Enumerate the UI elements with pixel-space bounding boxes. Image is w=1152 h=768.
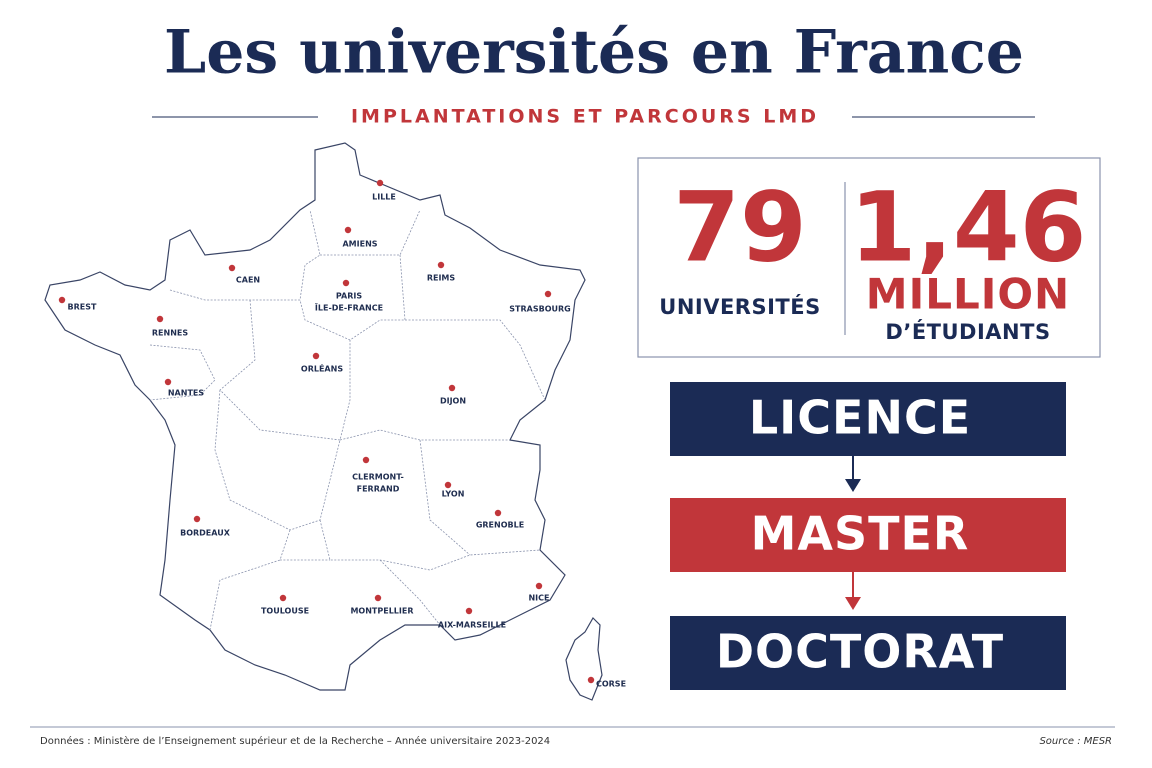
city-dot (448, 384, 456, 392)
city-dot (279, 594, 287, 602)
stat-label: MILLION (866, 270, 1070, 319)
city-label: BREST (68, 303, 97, 312)
corsica-outline (565, 617, 603, 701)
city-dot (437, 261, 445, 269)
city-label: MONTPELLIER (350, 607, 413, 616)
city-label: PARIS (336, 292, 362, 301)
lmd-step (670, 382, 1066, 456)
city-dot (587, 676, 595, 684)
city-label: AMIENS (342, 240, 377, 249)
footer-source: Source : MESR (1039, 736, 1112, 747)
stat-number: 1,46 (850, 171, 1087, 283)
lmd-step (670, 616, 1066, 690)
city-dot (228, 264, 236, 272)
city-label: NANTES (168, 389, 205, 398)
stat-label: D’ÉTUDIANTS (885, 319, 1050, 344)
city-label: BORDEAUX (180, 529, 231, 538)
city-label: ÎLE-DE-FRANCE (315, 302, 383, 313)
city-dot (342, 279, 350, 287)
city-label: DIJON (440, 397, 466, 406)
footer-credit: Données : Ministère de l’Enseignement su… (40, 735, 550, 747)
city-label: GRENOBLE (476, 521, 524, 530)
city-dot (164, 378, 172, 386)
city-dot (444, 481, 452, 489)
arrow (845, 597, 861, 610)
stat-number: 79 (673, 171, 807, 283)
city-label: FERRAND (357, 485, 400, 494)
lmd-label: MASTER (751, 507, 970, 561)
city-label: ORLÉANS (301, 363, 343, 374)
city-dot (494, 509, 502, 517)
city-label: STRASBOURG (509, 305, 570, 314)
city-dot (193, 515, 201, 523)
city-dot (544, 290, 552, 298)
region-borders (149, 209, 546, 631)
city-dot (344, 226, 352, 234)
stats-box (637, 157, 1101, 358)
title: Les universités en France (164, 18, 1024, 88)
city-dot (535, 582, 543, 590)
city-label: CLERMONT- (352, 473, 404, 482)
city-label: LYON (442, 490, 465, 499)
city-dot (156, 315, 164, 323)
lmd-label: LICENCE (749, 391, 971, 445)
city-dot (376, 179, 384, 187)
city-dot (362, 456, 370, 464)
city-label: AIX-MARSEILLE (438, 621, 506, 630)
lmd-label: DOCTORAT (716, 625, 1004, 679)
city-label: TOULOUSE (261, 607, 309, 616)
city-dot (58, 296, 66, 304)
city-dot (374, 594, 382, 602)
city-label: REIMS (427, 274, 456, 283)
city-dot (465, 607, 473, 615)
france-outline (44, 142, 586, 691)
city-label: CAEN (236, 276, 260, 285)
subtitle: IMPLANTATIONS ET PARCOURS LMD (351, 106, 819, 128)
city-label: CORSE (596, 680, 626, 689)
city-dot (312, 352, 320, 360)
stat-label: UNIVERSITÉS (659, 294, 820, 319)
lmd-step (670, 498, 1066, 572)
arrow (845, 479, 861, 492)
city-label: LILLE (372, 193, 396, 202)
city-label: RENNES (152, 329, 188, 338)
city-label: NICE (528, 594, 549, 603)
